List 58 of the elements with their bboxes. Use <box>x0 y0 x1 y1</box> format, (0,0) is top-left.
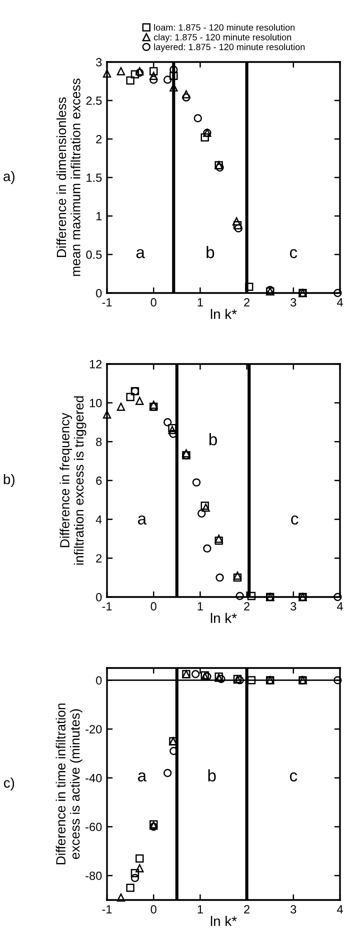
x-tick-label: 2 <box>244 905 250 914</box>
annotation: b <box>209 433 217 446</box>
y-tick-label: 1 <box>96 212 102 220</box>
x-tick-label: 2 <box>244 602 250 610</box>
y-axis-title: Difference in frequency infiltration excess is triggered <box>60 396 86 565</box>
x-tick-label: 3 <box>290 905 296 914</box>
x-tick-label: -1 <box>102 298 112 306</box>
x-tick-label: 4 <box>336 602 343 610</box>
x-tick-label: 1 <box>198 905 203 914</box>
annotation: a <box>138 772 147 782</box>
y-tick-label: -40 <box>86 774 102 782</box>
y-tick-label: 12 <box>90 360 102 368</box>
annotation: a <box>138 515 147 525</box>
y-tick-label: -80 <box>86 872 102 880</box>
y-tick-label: 0 <box>96 593 102 602</box>
annotation: a <box>136 249 145 258</box>
annotation: b <box>208 769 216 782</box>
x-axis-title: ln k* <box>210 612 237 623</box>
y-tick-label: 10 <box>90 398 102 408</box>
annotation: c <box>291 515 298 525</box>
x-tick-label: 4 <box>336 905 343 914</box>
x-tick-label: 0 <box>150 602 156 611</box>
y-tick-label: -20 <box>86 725 102 734</box>
y-axis-title: Difference in dimensionless mean maximum infiltration excess <box>56 78 80 276</box>
y-tick-label: 8 <box>96 438 102 446</box>
y-tick-label: -60 <box>86 822 102 832</box>
y-tick-label: 0 <box>96 676 102 685</box>
x-tick-label: -1 <box>102 905 112 914</box>
y-tick-label: 4 <box>96 515 102 524</box>
x-tick-label: 2 <box>244 298 250 306</box>
x-tick-label: 1 <box>198 298 203 306</box>
y-axis-title: Difference in time infiltration excess is active (minutes) <box>56 704 82 864</box>
y-tick-label: 6 <box>96 476 102 485</box>
x-axis-title: ln k* <box>210 308 237 319</box>
x-tick-label: 0 <box>150 298 156 307</box>
y-tick-label: 2 <box>96 135 102 144</box>
x-tick-label: 0 <box>150 905 156 914</box>
y-tick-label: 1.5 <box>86 174 102 182</box>
y-tick-label: 3 <box>96 58 102 66</box>
x-tick-label: -1 <box>102 602 112 610</box>
annotation: c <box>290 772 298 782</box>
x-tick-label: 1 <box>198 602 203 610</box>
annotation: c <box>290 249 298 258</box>
legend-label: clay: 1.875 - 120 minute resolution <box>154 34 292 42</box>
x-tick-label: 4 <box>336 298 343 306</box>
y-tick-label: 2.5 <box>86 96 102 105</box>
text: c) <box>4 778 14 790</box>
legend-label: loam: 1.875 - 120 minute resolution <box>154 24 295 31</box>
y-tick-label: 0 <box>96 289 102 298</box>
y-tick-label: 2 <box>96 554 102 562</box>
legend-label: layered: 1.875 - 120 minute resolution <box>154 44 305 52</box>
annotation: b <box>206 246 214 258</box>
x-axis-title: ln k* <box>210 916 237 926</box>
text: b) <box>4 474 14 487</box>
y-tick-label: 0.5 <box>86 250 102 259</box>
x-tick-label: 3 <box>290 298 296 307</box>
x-tick-label: 3 <box>290 602 296 611</box>
text: a) <box>4 171 14 184</box>
